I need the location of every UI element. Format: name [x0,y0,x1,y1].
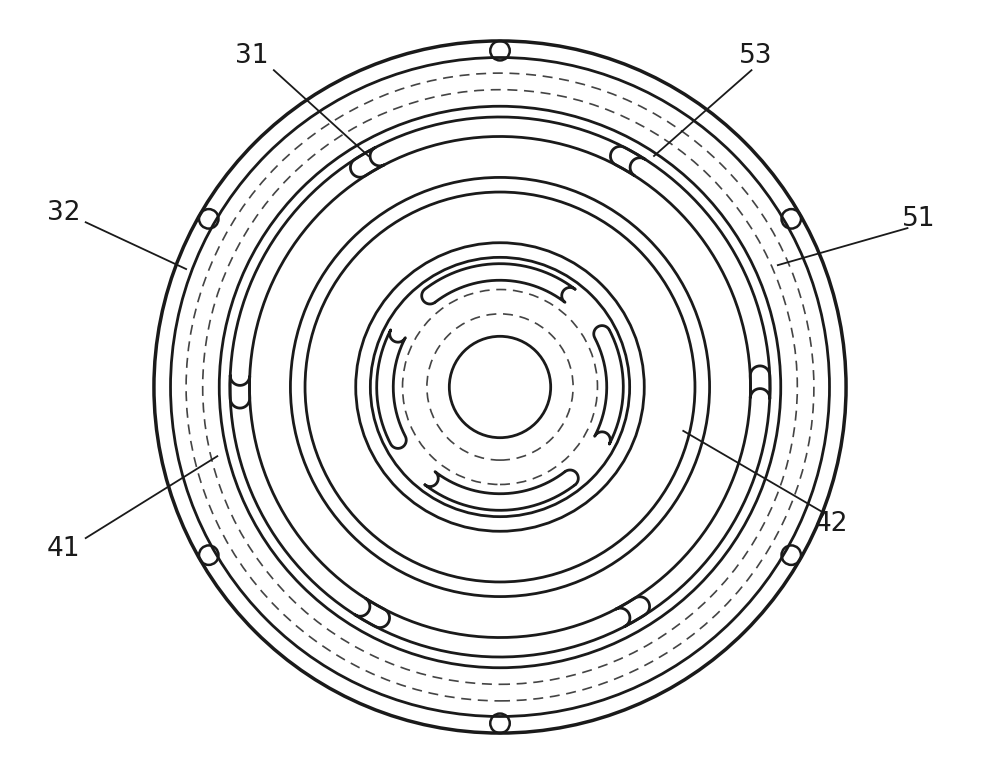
Text: 32: 32 [47,200,80,225]
Text: 42: 42 [815,512,848,537]
Text: 31: 31 [235,43,268,69]
Text: 53: 53 [739,43,772,69]
Text: 41: 41 [47,536,80,562]
Text: 51: 51 [902,207,936,232]
